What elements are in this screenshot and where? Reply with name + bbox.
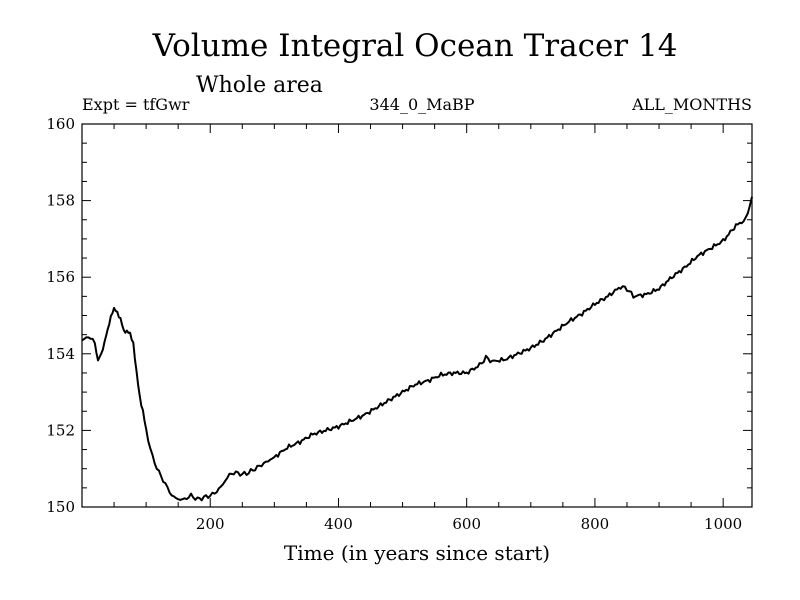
x-tick-label: 800 <box>581 515 610 533</box>
x-tick-label: 400 <box>324 515 353 533</box>
y-tick-label: 150 <box>46 498 75 516</box>
series-layer <box>81 196 753 502</box>
series-line-0 <box>81 196 753 502</box>
x-tick-label: 600 <box>452 515 481 533</box>
plot-frame <box>81 123 753 508</box>
x-axis: 200 400 600 800 1000 <box>113 124 742 533</box>
chart-subtitle: Whole area <box>196 73 323 98</box>
y-tick-label: 160 <box>46 115 75 133</box>
y-axis: 150 152 154 156 158 160 <box>46 115 752 516</box>
x-tick-label: 200 <box>196 515 225 533</box>
x-tick-label: 1000 <box>704 515 742 533</box>
y-tick-label: 152 <box>46 421 75 439</box>
chart-title: Volume Integral Ocean Tracer 14 <box>152 28 678 64</box>
y-tick-label: 156 <box>46 268 75 286</box>
y-tick-label: 154 <box>46 345 75 363</box>
experiment-label: Expt = tfGwr <box>82 95 190 114</box>
period-label: 344_0_MaBP <box>369 95 474 114</box>
months-label: ALL_MONTHS <box>631 95 752 114</box>
y-tick-label: 158 <box>46 192 75 210</box>
x-axis-label: Time (in years since start) <box>284 541 550 565</box>
